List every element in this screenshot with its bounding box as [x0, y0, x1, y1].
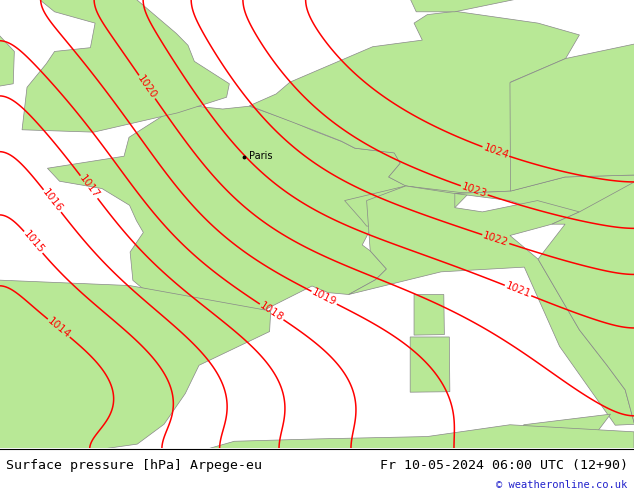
Polygon shape	[399, 0, 529, 12]
Text: 1015: 1015	[21, 229, 46, 255]
Polygon shape	[455, 174, 634, 215]
Text: 1024: 1024	[482, 143, 510, 161]
Polygon shape	[410, 337, 450, 392]
Polygon shape	[414, 294, 444, 335]
Polygon shape	[0, 3, 15, 96]
Text: 1018: 1018	[258, 300, 285, 323]
Polygon shape	[0, 425, 634, 465]
Text: Surface pressure [hPa] Arpege-eu: Surface pressure [hPa] Arpege-eu	[6, 459, 262, 471]
Text: 1014: 1014	[46, 316, 72, 341]
Text: © weatheronline.co.uk: © weatheronline.co.uk	[496, 480, 628, 490]
Text: Paris: Paris	[249, 151, 273, 161]
Polygon shape	[344, 186, 469, 228]
Text: 1016: 1016	[40, 188, 65, 215]
Text: Fr 10-05-2024 06:00 UTC (12+90): Fr 10-05-2024 06:00 UTC (12+90)	[380, 459, 628, 471]
Text: 1022: 1022	[482, 230, 510, 248]
Text: 1023: 1023	[460, 181, 488, 199]
Text: 1020: 1020	[136, 74, 158, 100]
Text: 1019: 1019	[310, 287, 338, 308]
Polygon shape	[48, 104, 406, 311]
Polygon shape	[522, 414, 611, 443]
Polygon shape	[510, 24, 634, 191]
Text: 1017: 1017	[77, 173, 101, 200]
Text: 1021: 1021	[504, 281, 532, 300]
Polygon shape	[538, 153, 634, 424]
Polygon shape	[9, 0, 230, 132]
Polygon shape	[249, 11, 593, 194]
Polygon shape	[349, 186, 634, 425]
Polygon shape	[0, 277, 271, 460]
